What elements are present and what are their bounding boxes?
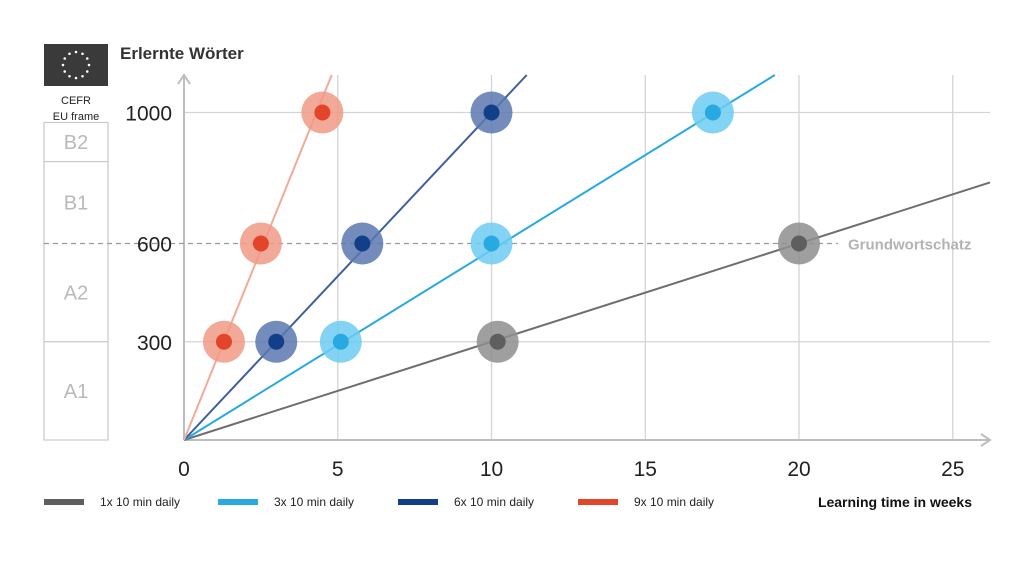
eu-star <box>68 74 71 78</box>
legend-item-1: 1x 10 min daily <box>44 495 180 509</box>
legend-swatch <box>398 499 438 505</box>
legend-label: 9x 10 min daily <box>634 495 714 509</box>
data-point-series-2 <box>470 222 513 265</box>
cefr-box <box>43 121 109 441</box>
data-point-series-3 <box>341 222 384 265</box>
data-point-core <box>354 235 371 252</box>
axes <box>177 73 992 447</box>
cefr-header-line2: EU frame <box>53 111 99 123</box>
legend-item-3: 6x 10 min daily <box>398 495 534 509</box>
data-point-series-4 <box>301 91 344 134</box>
x-tick-label: 10 <box>480 458 503 481</box>
y-tick-label: 300 <box>137 332 172 355</box>
legend-swatch <box>44 499 84 505</box>
x-axis-label: Learning time in weeks <box>818 494 972 510</box>
y-tick-label: 600 <box>137 234 172 257</box>
eu-star <box>61 63 65 67</box>
data-point-series-1 <box>476 320 519 363</box>
series-line-1 <box>183 181 991 441</box>
cefr-band-label-a2: A2 <box>64 283 88 305</box>
legend-item-2: 3x 10 min daily <box>218 495 354 509</box>
y-axis-arrow <box>177 73 191 85</box>
eu-star <box>63 57 67 60</box>
series-points <box>202 91 820 363</box>
eu-star <box>81 52 84 56</box>
data-point-core <box>489 333 506 350</box>
data-point-core <box>483 235 500 252</box>
legend-label: 3x 10 min daily <box>274 495 354 509</box>
eu-star <box>74 50 78 54</box>
eu-flag-logo <box>44 44 108 86</box>
cefr-band-label-b1: B1 <box>64 193 88 215</box>
data-point-core <box>314 104 331 121</box>
grid <box>184 75 990 440</box>
eu-star <box>85 57 89 60</box>
legend-swatch <box>218 499 258 505</box>
data-point-core <box>483 104 500 121</box>
data-point-series-1 <box>778 222 820 265</box>
data-point-series-4 <box>202 320 245 363</box>
reference-line-label: Grundwortschatz <box>848 237 971 254</box>
legend-item-4: 9x 10 min daily <box>578 495 714 509</box>
x-tick-label: 15 <box>634 458 657 481</box>
eu-star <box>63 70 67 73</box>
eu-star <box>74 76 78 80</box>
x-tick-label: 25 <box>941 458 964 481</box>
eu-star <box>81 74 84 78</box>
tick-labels: 0 5 10 15 20 25 300 600 1000 <box>125 103 964 482</box>
data-point-series-3 <box>255 320 298 363</box>
legend: 1x 10 min daily 3x 10 min daily 6x 10 min … <box>44 495 714 509</box>
data-point-core <box>704 104 721 121</box>
cefr-band-label-a1: A1 <box>64 381 88 403</box>
cefr-band-label-b2: B2 <box>64 132 88 154</box>
data-point-core <box>252 235 269 252</box>
eu-star <box>85 70 89 73</box>
data-point-core <box>332 333 349 350</box>
eu-star <box>68 52 71 56</box>
series-lines <box>183 74 991 441</box>
data-point-core <box>268 333 285 350</box>
legend-swatch <box>578 499 618 505</box>
data-point-series-4 <box>239 222 282 265</box>
x-tick-label: 5 <box>332 458 344 481</box>
eu-star <box>87 63 91 67</box>
chart-title: Erlernte Wörter <box>120 44 244 63</box>
x-tick-label: 20 <box>787 458 810 481</box>
legend-label: 6x 10 min daily <box>454 495 534 509</box>
cefr-header-line1: CEFR <box>61 95 91 107</box>
data-point-core <box>215 333 232 350</box>
legend-label: 1x 10 min daily <box>100 495 180 509</box>
data-point-core <box>791 235 807 252</box>
data-point-series-3 <box>470 91 513 134</box>
data-point-series-2 <box>691 91 734 134</box>
data-point-series-2 <box>319 320 362 363</box>
y-tick-label: 1000 <box>125 103 172 126</box>
cefr-bands: A1 A2 B1 B2 <box>43 121 109 441</box>
x-tick-label: 0 <box>178 458 190 481</box>
x-axis-arrow <box>980 433 992 447</box>
